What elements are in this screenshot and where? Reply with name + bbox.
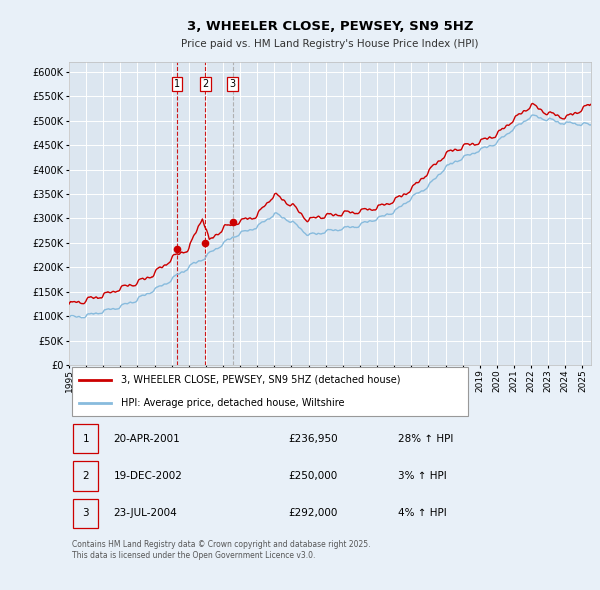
Text: 4% ↑ HPI: 4% ↑ HPI [398, 509, 446, 519]
Text: 20-APR-2001: 20-APR-2001 [113, 434, 180, 444]
Bar [71, 368, 469, 415]
Text: 3% ↑ HPI: 3% ↑ HPI [398, 471, 446, 481]
Text: 23-JUL-2004: 23-JUL-2004 [113, 509, 177, 519]
Text: Contains HM Land Registry data © Crown copyright and database right 2025.
This d: Contains HM Land Registry data © Crown c… [71, 540, 370, 560]
Bar [73, 499, 98, 528]
Text: 3, WHEELER CLOSE, PEWSEY, SN9 5HZ (detached house): 3, WHEELER CLOSE, PEWSEY, SN9 5HZ (detac… [121, 375, 401, 385]
Bar [73, 424, 98, 453]
Text: £236,950: £236,950 [288, 434, 338, 444]
Text: 2: 2 [82, 471, 89, 481]
Text: Price paid vs. HM Land Registry's House Price Index (HPI): Price paid vs. HM Land Registry's House … [181, 40, 479, 49]
Text: 1: 1 [82, 434, 89, 444]
Text: 3, WHEELER CLOSE, PEWSEY, SN9 5HZ: 3, WHEELER CLOSE, PEWSEY, SN9 5HZ [187, 20, 473, 33]
Text: 3: 3 [82, 509, 89, 519]
Text: HPI: Average price, detached house, Wiltshire: HPI: Average price, detached house, Wilt… [121, 398, 344, 408]
Text: £292,000: £292,000 [288, 509, 338, 519]
Bar [73, 461, 98, 491]
Text: £250,000: £250,000 [288, 471, 337, 481]
Text: 1: 1 [174, 79, 180, 89]
Text: 19-DEC-2002: 19-DEC-2002 [113, 471, 182, 481]
Text: 3: 3 [230, 79, 236, 89]
Text: 28% ↑ HPI: 28% ↑ HPI [398, 434, 453, 444]
Text: 2: 2 [202, 79, 209, 89]
